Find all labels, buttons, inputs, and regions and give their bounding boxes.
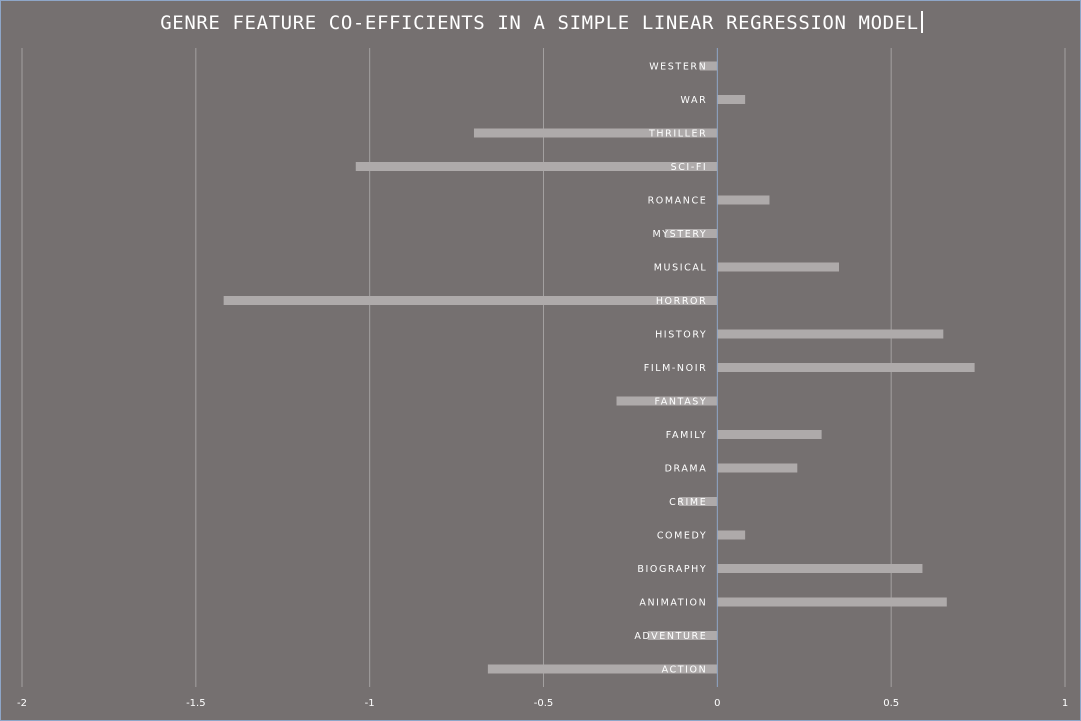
- category-label: ACTION: [662, 665, 708, 676]
- bar-action: [487, 664, 718, 674]
- category-label: WAR: [681, 95, 708, 106]
- x-tick-label: -1: [365, 698, 375, 709]
- bar-film-noir: [717, 363, 975, 372]
- bar-adventure: [647, 631, 718, 640]
- category-label: DRAMA: [665, 464, 708, 475]
- bar-biography: [717, 564, 923, 573]
- category-labels: ACTION ADVENTURE ANIMATION BIOGRAPHY COMEDY C…: [634, 62, 708, 676]
- category-label: HISTORY: [655, 330, 707, 341]
- bar-mystery: [665, 229, 718, 238]
- x-tick-label: -0.5: [534, 698, 554, 709]
- bars: [223, 61, 975, 674]
- category-label: ANIMATION: [639, 598, 707, 609]
- x-tick-label: -2: [17, 698, 27, 709]
- chart-title: GENRE FEATURE CO-EFFICIENTS IN A SIMPLE …: [1, 11, 1080, 34]
- tick-labels: -2 -1.5 -1 -0.5 0 0.5 1: [17, 698, 1068, 709]
- bar-western: [699, 61, 718, 71]
- bar-comedy: [717, 530, 746, 540]
- bar-history: [717, 329, 944, 339]
- category-label: COMEDY: [657, 531, 708, 542]
- category-label: FANTASY: [655, 397, 708, 408]
- x-tick-label: 0.5: [883, 698, 899, 709]
- bar-war: [717, 95, 746, 104]
- category-label: BIOGRAPHY: [637, 564, 707, 575]
- category-label: WESTERN: [649, 62, 707, 73]
- chart-title-text: GENRE FEATURE CO-EFFICIENTS IN A SIMPLE …: [160, 12, 919, 34]
- category-label: FAMILY: [666, 430, 708, 441]
- category-label: FILM-NOIR: [644, 363, 708, 374]
- x-tick-label: 0: [714, 698, 720, 709]
- bar-thriller: [473, 128, 718, 138]
- bar-fantasy: [616, 396, 718, 406]
- category-label: ROMANCE: [648, 196, 708, 207]
- x-tick-label: -1.5: [186, 698, 206, 709]
- category-label: MUSICAL: [654, 263, 708, 274]
- text-cursor: [920, 11, 923, 33]
- category-label: THRILLER: [648, 129, 707, 140]
- bar-crime: [679, 497, 718, 506]
- category-label: CRIME: [669, 497, 707, 508]
- category-label: MYSTERY: [652, 229, 707, 240]
- bar-family: [717, 430, 822, 439]
- bar-musical: [717, 262, 840, 272]
- bar-horror: [223, 296, 718, 305]
- bar-drama: [717, 463, 798, 473]
- bar-animation: [717, 597, 947, 607]
- category-label: SCI-FI: [671, 162, 708, 173]
- category-label: ADVENTURE: [634, 631, 707, 642]
- bar-sci-fi: [355, 162, 718, 171]
- x-tick-label: 1: [1062, 698, 1068, 709]
- bar-romance: [717, 195, 770, 205]
- category-label: HORROR: [656, 296, 708, 307]
